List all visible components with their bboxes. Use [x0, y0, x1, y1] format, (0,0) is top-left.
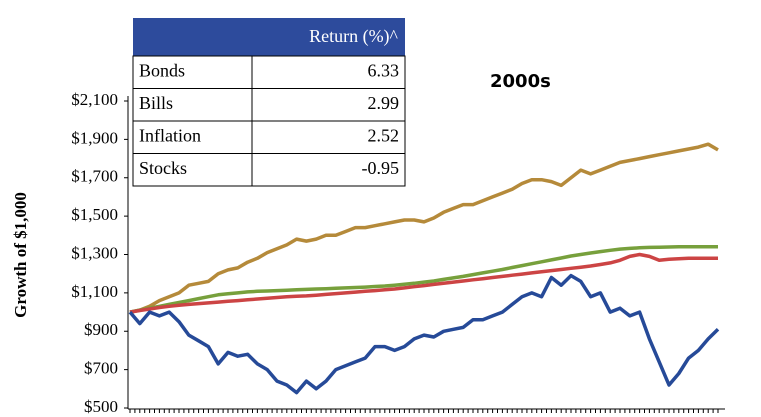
y-axis-label: Growth of $1,000 — [11, 192, 30, 318]
series-line — [129, 142, 719, 314]
y-tick-label: $1,100 — [71, 282, 118, 301]
x-ticks — [129, 409, 719, 413]
table-header-bg — [133, 18, 405, 56]
chart-title: 2000s — [490, 71, 551, 92]
y-tick-label: $1,500 — [71, 205, 118, 224]
y-tick-label: $1,300 — [71, 243, 118, 262]
series-line — [129, 252, 718, 314]
y-tick-label: $700 — [84, 359, 118, 378]
table-cell: 2.99 — [368, 93, 400, 113]
table-cell: Bills — [139, 93, 173, 113]
table-cell: 6.33 — [368, 60, 400, 80]
y-tick-label: $1,700 — [71, 167, 118, 186]
table-cell: Bonds — [139, 60, 185, 80]
table-cell: Inflation — [139, 125, 201, 145]
y-tick-label: $500 — [84, 397, 118, 416]
series-line — [128, 273, 720, 395]
y-tick-label: $1,900 — [71, 128, 118, 147]
y-tick-label: $900 — [84, 320, 118, 339]
table-cell: 2.52 — [368, 125, 400, 145]
series-line — [129, 245, 718, 314]
table-header: Return (%)^ — [309, 26, 398, 47]
table: Return (%)^ Bonds 6.33 Bills 2.99 Inflation 2.… — [132, 18, 406, 187]
table-cell: Stocks — [139, 158, 187, 178]
y-tick-label: $2,100 — [71, 90, 118, 109]
table-cell: -0.95 — [362, 158, 400, 178]
